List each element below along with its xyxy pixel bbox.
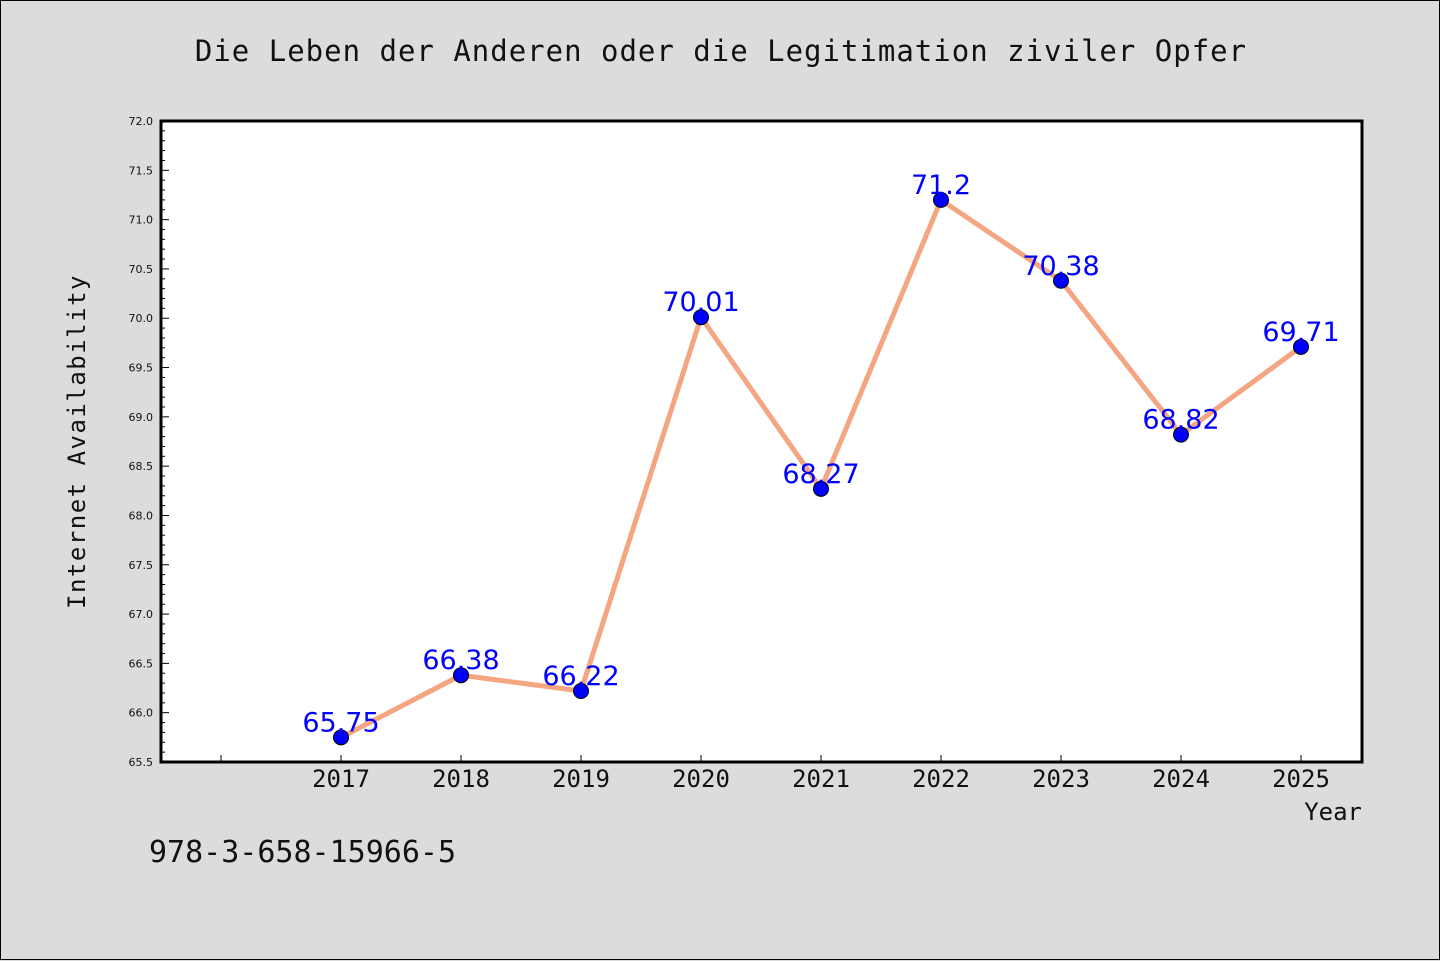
data-point bbox=[1053, 272, 1069, 289]
data-label: 69.71 bbox=[1262, 317, 1339, 348]
y-tick-label: 66.0 bbox=[129, 707, 154, 720]
data-point bbox=[693, 309, 709, 326]
chart-title: Die Leben der Anderen oder die Legitimat… bbox=[194, 34, 1248, 68]
plot-frame bbox=[159, 119, 1364, 764]
data-label: 70.01 bbox=[662, 287, 739, 318]
y-tick-label: 72.0 bbox=[129, 115, 154, 128]
y-tick-label: 68.0 bbox=[129, 509, 154, 522]
x-tick-label: 2020 bbox=[672, 765, 730, 793]
x-tick-label: 2018 bbox=[432, 765, 490, 793]
y-tick-label: 66.5 bbox=[129, 657, 154, 670]
y-tick-label: 68.5 bbox=[129, 460, 154, 473]
isbn-text: 978-3-658-15966-5 bbox=[149, 835, 457, 870]
y-tick-label: 71.5 bbox=[129, 164, 154, 177]
y-tick-label: 67.5 bbox=[129, 559, 154, 572]
data-point bbox=[573, 682, 589, 699]
data-label: 68.82 bbox=[1142, 405, 1219, 436]
y-tick-label: 71.0 bbox=[129, 214, 154, 227]
data-label: 66.22 bbox=[542, 661, 619, 692]
y-tick-label: 65.5 bbox=[129, 756, 154, 769]
x-axis-label: Year bbox=[1304, 798, 1362, 826]
data-point bbox=[453, 667, 469, 684]
data-point bbox=[933, 191, 949, 208]
data-point bbox=[813, 480, 829, 497]
x-tick-label: 2025 bbox=[1272, 765, 1330, 793]
x-tick-label: 2021 bbox=[792, 765, 850, 793]
plot-area bbox=[161, 121, 1362, 762]
y-axis-label: Internet Availability bbox=[63, 274, 91, 609]
data-point bbox=[333, 729, 349, 746]
data-label: 71.2 bbox=[911, 170, 971, 201]
data-point bbox=[1293, 338, 1309, 355]
y-tick-label: 69.5 bbox=[129, 362, 154, 375]
y-tick-label: 67.0 bbox=[129, 608, 154, 621]
data-label: 70.38 bbox=[1022, 251, 1099, 282]
y-tick-label: 70.0 bbox=[129, 312, 154, 325]
data-label: 68.27 bbox=[782, 459, 859, 490]
x-tick-label: 2022 bbox=[912, 765, 970, 793]
y-tick-label: 70.5 bbox=[129, 263, 154, 276]
x-tick-label: 2023 bbox=[1032, 765, 1090, 793]
x-tick-label: 2017 bbox=[312, 765, 370, 793]
data-point bbox=[1173, 426, 1189, 443]
data-label: 66.38 bbox=[422, 645, 499, 676]
data-label: 65.75 bbox=[302, 707, 379, 738]
x-tick-label: 2019 bbox=[552, 765, 610, 793]
y-tick-label: 69.0 bbox=[129, 411, 154, 424]
x-tick-label: 2024 bbox=[1152, 765, 1210, 793]
